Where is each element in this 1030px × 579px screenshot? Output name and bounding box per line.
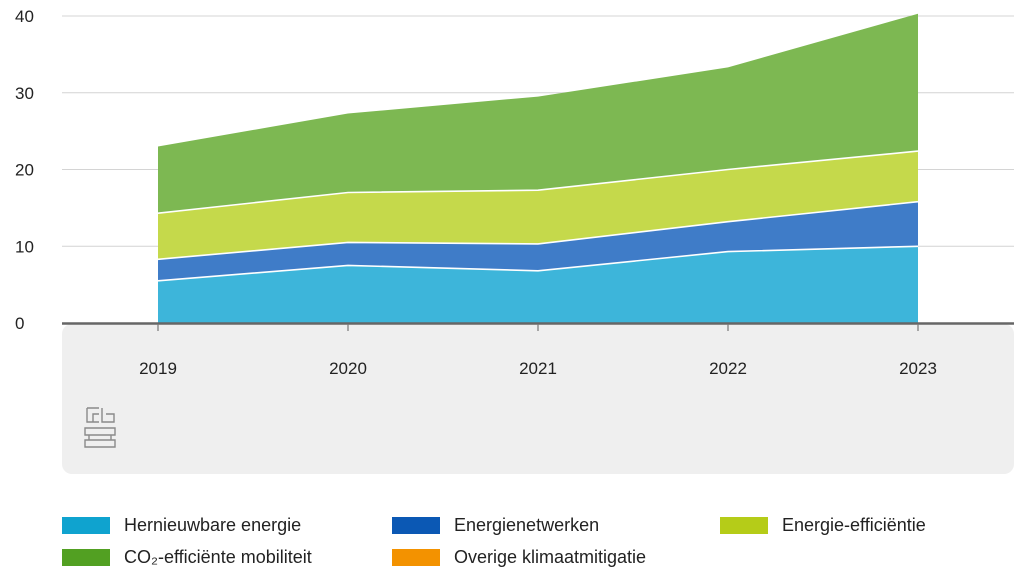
legend-label: Hernieuwbare energie — [124, 514, 302, 535]
area-co-effici-nte-mobiliteit — [158, 13, 918, 214]
legend-swatch — [392, 516, 440, 534]
y-tick-label: 0 — [15, 314, 24, 333]
y-axis-tick-labels: 0 10 20 30 40 — [15, 7, 34, 333]
legend-label: CO₂-efficiënte mobiliteit — [124, 546, 312, 567]
legend-item-overige-klimaatmitigatie: Overige klimaatmitigatie — [392, 546, 646, 568]
y-tick-label: 40 — [15, 7, 34, 26]
series-boundary-line — [157, 245, 919, 282]
x-tick-label: 2019 — [139, 359, 177, 378]
x-axis-background-panel — [62, 324, 1014, 474]
legend-label: Overige klimaatmitigatie — [454, 546, 647, 567]
x-axis: 2019 2020 2021 2022 2023 — [62, 322, 1014, 378]
legend-swatch — [62, 548, 110, 566]
area-energie-effici-ntie — [158, 151, 918, 260]
legend-item-co2-efficiente-mobiliteit: CO₂-efficiënte mobiliteit — [62, 546, 312, 568]
legend-item-hernieuwbare-energie: Hernieuwbare energie — [62, 514, 301, 536]
area-series — [157, 13, 919, 323]
y-tick-label: 30 — [15, 84, 34, 103]
area-energienetwerken — [158, 201, 918, 281]
series-boundary-line — [157, 200, 919, 261]
series-boundary-line — [157, 150, 919, 214]
legend-swatch — [392, 548, 440, 566]
x-tick-label: 2021 — [519, 359, 557, 378]
legend-label: Energie-efficiëntie — [782, 514, 926, 535]
x-tick-label: 2023 — [899, 359, 937, 378]
legend-label: Energienetwerken — [454, 514, 600, 535]
legend-swatch — [62, 516, 110, 534]
y-tick-label: 20 — [15, 161, 34, 180]
cbs-logo: cbs — [84, 407, 116, 448]
x-tick-label: 2020 — [329, 359, 367, 378]
legend-swatch — [720, 516, 768, 534]
x-tick-label: 2022 — [709, 359, 747, 378]
legend-item-energie-efficientie: Energie-efficiëntie — [720, 514, 926, 536]
y-tick-label: 10 — [15, 237, 34, 256]
legend-item-energienetwerken: Energienetwerken — [392, 514, 599, 536]
